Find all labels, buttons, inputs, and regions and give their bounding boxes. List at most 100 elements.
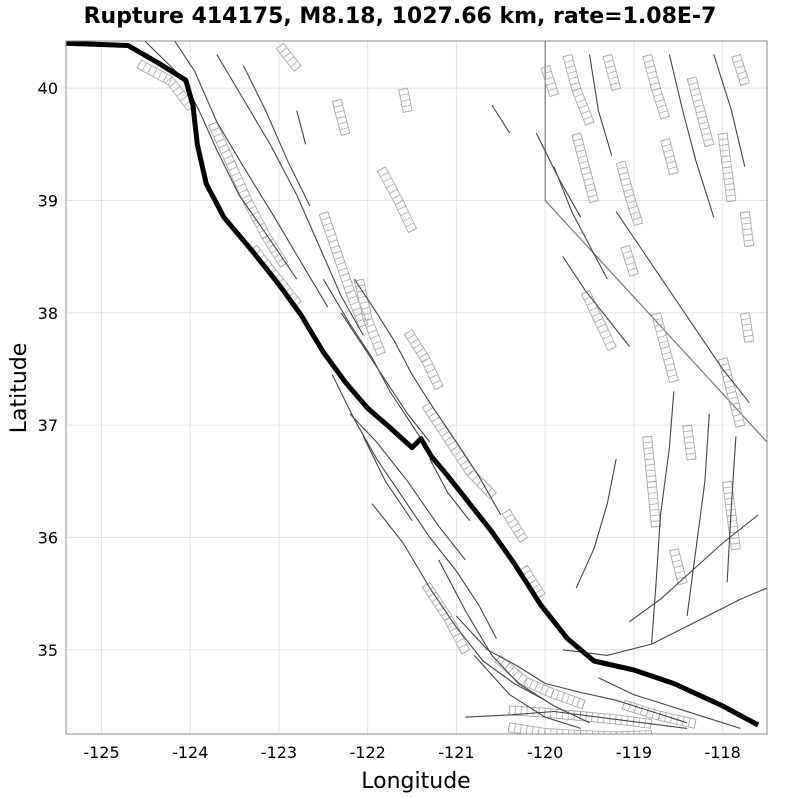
surface-rung: [685, 447, 695, 450]
surface-rung: [647, 480, 657, 483]
fault-trace: [651, 391, 675, 645]
surface-rung: [645, 464, 655, 466]
x-axis-ticks: -125 -124 -123 -122 -121 -120 -119 -118: [83, 743, 740, 762]
surface-rung: [322, 222, 332, 227]
surface-rung: [485, 487, 493, 495]
surface-rung: [741, 216, 751, 219]
surface-rung: [370, 334, 379, 339]
surface-rung: [655, 99, 665, 103]
y-tick-label: 40: [38, 79, 58, 98]
surface-rung: [581, 110, 590, 115]
surface-outline: [275, 42, 302, 72]
surface-rung: [425, 586, 434, 593]
surface-rung: [336, 261, 346, 266]
surface-rung: [228, 166, 238, 171]
fault-trace: [473, 655, 581, 729]
surface-outline: [540, 65, 560, 98]
surface-outline: [494, 654, 586, 710]
surface-rung: [725, 385, 735, 389]
surface-rung: [591, 712, 593, 722]
surface-rung: [425, 407, 434, 413]
surface-outline: [602, 53, 622, 92]
surface-rung: [455, 638, 464, 644]
surface-rung: [623, 188, 633, 192]
surface-rung: [519, 724, 522, 734]
surface-rung: [643, 447, 653, 449]
surface-rung: [523, 677, 528, 687]
surface-outline: [660, 138, 679, 176]
surface-outline: [717, 357, 746, 428]
surface-rung: [576, 698, 581, 708]
fault-surface: [507, 722, 653, 734]
surface-rung: [507, 518, 516, 524]
surface-rung: [348, 295, 357, 300]
fault-surface: [621, 699, 697, 729]
surface-rung: [573, 138, 583, 142]
surface-rung: [233, 177, 243, 183]
surface-rung: [741, 318, 751, 321]
surface-rung: [338, 121, 348, 125]
surface-rung: [724, 183, 734, 186]
surface-rung: [218, 143, 228, 149]
surface-rung: [608, 76, 618, 80]
surface-rung: [684, 441, 694, 444]
surface-rung: [421, 357, 430, 362]
surface-rung: [544, 76, 554, 81]
fault-trace: [491, 104, 511, 134]
surface-rung: [599, 329, 609, 334]
surface-rung: [691, 93, 701, 97]
surface-outline: [562, 53, 595, 126]
surface-outline: [615, 160, 644, 227]
x-tick-label: -122: [350, 743, 386, 762]
surface-rung: [743, 239, 754, 242]
surface-outline: [421, 581, 471, 655]
surface-rung: [644, 452, 654, 455]
surface-rung: [720, 149, 730, 152]
surface-rung: [591, 312, 601, 318]
surface-rung: [630, 211, 640, 215]
surface-rung: [583, 177, 593, 181]
fault-surface: [421, 402, 498, 500]
surface-rung: [167, 76, 173, 86]
surface-rung: [514, 706, 516, 716]
surface-rung: [444, 436, 453, 442]
fault-surface: [398, 87, 413, 113]
x-tick-label: -123: [261, 743, 297, 762]
surface-rung: [698, 121, 708, 125]
surface-outline: [642, 53, 670, 120]
surface-rung: [555, 690, 560, 700]
surface-rung: [579, 160, 589, 164]
surface-rung: [544, 728, 546, 734]
surface-rung: [341, 278, 351, 283]
surface-rung: [547, 87, 557, 92]
surface-rung: [157, 71, 163, 80]
surface-rung: [651, 87, 661, 92]
surface-rung: [576, 99, 586, 104]
surface-rung: [700, 127, 710, 131]
surface-rung: [265, 238, 274, 245]
surface-rung: [516, 673, 524, 682]
surface-rung: [339, 127, 349, 131]
surface-outline: [651, 312, 679, 384]
chart-title: Rupture 414175, M8.18, 1027.66 km, rate=…: [84, 4, 717, 29]
surface-rung: [721, 368, 731, 372]
surface-rung: [413, 343, 422, 349]
surface-rung: [659, 340, 669, 344]
surface-rung: [526, 706, 528, 717]
surface-rung: [568, 729, 570, 734]
surface-rung: [658, 711, 661, 721]
y-axis-ticks: 35 36 37 38 39 40: [38, 79, 58, 660]
fault-trace: [726, 436, 737, 583]
surface-rung: [226, 160, 235, 166]
surface-rung: [666, 160, 676, 164]
surface-rung: [723, 486, 733, 489]
surface-outline: [331, 98, 351, 136]
surface-rung: [639, 705, 644, 715]
surface-rung: [463, 464, 472, 471]
surface-rung: [443, 615, 453, 621]
fault-trace: [340, 312, 431, 443]
surface-rung: [657, 334, 667, 338]
surface-rung: [566, 694, 570, 704]
surface-rung: [743, 233, 753, 236]
surface-rung: [651, 709, 655, 719]
